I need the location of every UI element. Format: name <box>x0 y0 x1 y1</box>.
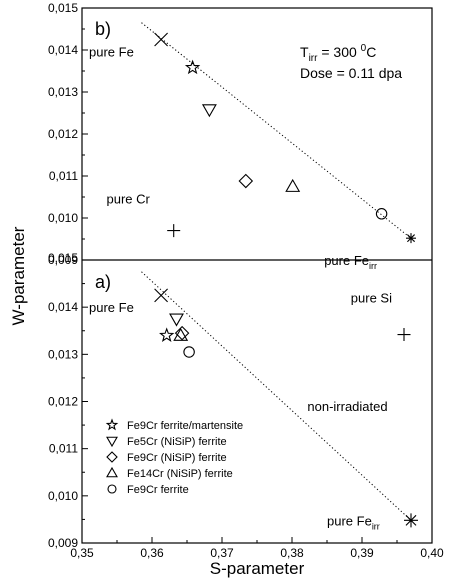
irradiation-temperature: Tirr = 300 0C <box>300 43 376 64</box>
point-annotation: pure Fe <box>89 300 134 315</box>
ticks-layer: 0,35 0,36 0,37 0,38 0,39 0,40 0,009 0,010 0,011 0… <box>48 1 444 560</box>
data-point-circle <box>183 346 195 358</box>
y-tick-label: 0,014 <box>48 43 78 57</box>
y-tick-label: 0,015 <box>48 1 78 15</box>
data-point-diamond <box>174 325 190 341</box>
legend-marker-triangle-down <box>106 436 118 448</box>
data-point-x <box>154 32 168 47</box>
legend: Fe9Cr ferrite/martensite Fe5Cr (NiSiP) fe… <box>105 418 243 496</box>
legend-label: Fe9Cr (NiSiP) ferrite <box>127 452 227 464</box>
x-tick-label: 0,36 <box>140 546 164 560</box>
y-tick-label: 0,010 <box>48 211 78 225</box>
data-point-star <box>184 59 201 75</box>
data-point-triangle-down <box>201 104 217 118</box>
x-tick-label: 0,35 <box>70 546 94 560</box>
point-annotation: pure Feirr <box>327 514 380 532</box>
y-tick-label: 0,011 <box>49 169 78 183</box>
point-annotation: pure Feirr <box>324 253 377 271</box>
data-point-triangle-up <box>173 327 189 341</box>
legend-label: Fe5Cr (NiSiP) ferrite <box>127 436 227 448</box>
legend-marker-diamond <box>106 451 118 463</box>
data-point-triangle-up <box>285 178 301 192</box>
y-tick-label: 0,015 <box>48 251 78 265</box>
y-tick-label: 0,011 <box>49 442 78 456</box>
panel-label-a: a) <box>95 272 111 292</box>
data-point-star <box>159 327 175 342</box>
y-tick-label: 0,010 <box>48 489 78 503</box>
data-point-plus <box>167 224 181 238</box>
data-point-plus <box>397 328 411 342</box>
point-annotation: pure Si <box>351 290 392 305</box>
y-tick-label: 0,013 <box>48 85 78 99</box>
y-axis-title: W-parameter <box>9 226 28 325</box>
annotations-layer: pure Fe pure Cr pure Feirr pure Fe pure Si no… <box>89 44 392 531</box>
x-tick-label: 0,37 <box>210 546 234 560</box>
legend-label: Fe14Cr (NiSiP) ferrite <box>127 468 233 480</box>
legend-label: Fe9Cr ferrite/martensite <box>127 420 243 432</box>
data-point-x <box>154 288 168 303</box>
legend-marker-star <box>105 418 119 431</box>
legend-marker-triangle-up <box>106 466 118 478</box>
point-annotation: pure Fe <box>89 44 134 59</box>
legend-marker-circle <box>107 484 117 494</box>
data-point-diamond <box>238 173 254 189</box>
data-point-asterisk <box>406 233 416 244</box>
x-tick-label: 0,40 <box>420 546 444 560</box>
panel-label-b: b) <box>95 19 111 39</box>
point-annotation: non-irradiated <box>307 399 387 414</box>
y-tick-label: 0,013 <box>48 347 78 361</box>
y-tick-label: 0,012 <box>48 395 78 409</box>
y-tick-label: 0,014 <box>48 300 78 314</box>
trend-line <box>141 22 415 242</box>
legend-label: Fe9Cr ferrite <box>127 484 189 496</box>
x-axis-title: S-parameter <box>210 559 305 578</box>
data-point-circle <box>375 208 388 220</box>
point-annotation: pure Cr <box>107 191 151 206</box>
y-tick-label: 0,009 <box>48 253 78 267</box>
y-tick-label: 0,009 <box>48 536 78 550</box>
trend-lines-layer <box>141 22 415 521</box>
data-point-triangle-down <box>169 313 184 327</box>
y-tick-label: 0,012 <box>48 127 78 141</box>
data-point-asterisk <box>404 513 418 528</box>
x-tick-label: 0,38 <box>280 546 304 560</box>
markers-layer <box>154 32 418 528</box>
x-tick-label: 0,39 <box>350 546 374 560</box>
irradiation-dose: Dose = 0.11 dpa <box>300 65 402 81</box>
